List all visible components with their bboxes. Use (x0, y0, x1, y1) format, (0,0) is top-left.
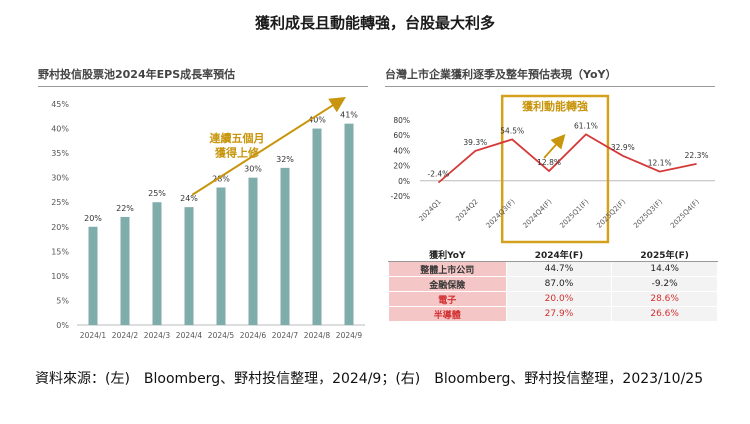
table-header-2025: 2025年(F) (611, 246, 718, 262)
x-tick-label: 2024/7 (272, 331, 299, 340)
bar (152, 202, 162, 325)
earnings-yoy-table: 獲利YoY 2024年(F) 2025年(F) 整體上市公司 44.7% 14.… (388, 246, 718, 322)
data-label: -2.4% (428, 170, 450, 179)
row-value-2024: 44.7% (505, 261, 613, 277)
data-label: 12.8% (537, 158, 561, 167)
bar-data-label: 32% (276, 155, 294, 164)
x-tick-label: 2024/4 (176, 331, 203, 340)
x-tick-label: 2025Q2(F) (595, 198, 627, 230)
y-tick-label: 0% (56, 321, 69, 330)
y-tick-label: 15% (51, 247, 69, 256)
bar (248, 177, 258, 325)
bar-data-label: 22% (116, 204, 134, 213)
row-value-2025: 28.6% (611, 291, 718, 307)
bar (216, 187, 226, 325)
x-tick-label: 2025Q3(F) (632, 198, 664, 230)
bar-data-label: 30% (244, 165, 262, 174)
line-chart-title: 台灣上市企業獲利逐季及整年預估表現（YoY） (385, 68, 617, 81)
row-label: 半導體 (388, 306, 507, 322)
y-tick-label: -20% (391, 192, 410, 201)
line-chart-title-divider (385, 86, 715, 87)
x-tick-label: 2025Q4(F) (669, 198, 701, 230)
data-label: 22.3% (685, 151, 709, 160)
y-tick-label: 10% (51, 272, 69, 281)
data-label: 32.9% (611, 143, 635, 152)
earnings-yoy-line-chart: -20% 0% 20% 40% 60% 80% 獲利動能轉強 -2.4% 2024Q1 39.3%… (391, 94, 715, 244)
annotation-line-2: 獲得上修 (215, 146, 260, 160)
y-tick-label: 0% (398, 177, 410, 186)
y-tick-label: 40% (393, 146, 410, 155)
bar (312, 128, 322, 325)
y-tick-label: 5% (56, 296, 69, 305)
y-tick-label: 30% (51, 174, 69, 183)
row-value-2025: 26.6% (611, 306, 718, 322)
bar-data-label: 28% (212, 174, 230, 183)
bar-data-label: 20% (84, 214, 102, 223)
x-tick-label: 2024Q2 (454, 198, 479, 223)
y-tick-label: 60% (393, 131, 410, 140)
series-line (437, 133, 697, 184)
table-row: 整體上市公司 44.7% 14.4% (388, 261, 718, 277)
x-tick-label: 2024/5 (208, 331, 235, 340)
bar (184, 207, 194, 325)
x-tick-label: 2024/9 (336, 331, 363, 340)
bar-chart-title: 野村投信股票池2024年EPS成長率預估 (38, 68, 236, 81)
eps-growth-bar-chart: 0% 5% 10% 15% 20% 25% 30% 35% 40% 45% 20% 2024/1 22%… (51, 96, 365, 340)
bar-data-label: 24% (180, 194, 198, 203)
x-tick-label: 2024/8 (304, 331, 331, 340)
bar (280, 167, 290, 325)
data-label: 54.5% (500, 126, 524, 135)
page-title: 獲利成長且動能轉強，台股最大利多 (254, 14, 495, 32)
source-note: 資料來源：(左) Bloomberg、野村投信整理，2024/9；(右) Blo… (35, 371, 704, 387)
row-value-2025: -9.2% (611, 276, 718, 292)
bar-data-label: 25% (148, 189, 166, 198)
table-row: 金融保險 87.0% -9.2% (388, 276, 718, 292)
row-value-2024: 27.9% (505, 306, 613, 322)
table-row: 電子 20.0% 28.6% (388, 291, 718, 307)
bar-data-label: 41% (340, 111, 358, 120)
row-label: 電子 (388, 291, 507, 307)
data-label: 39.3% (463, 138, 487, 147)
bar-data-label: 40% (308, 116, 326, 125)
table-header-row: 獲利YoY 2024年(F) 2025年(F) (388, 246, 718, 262)
highlight-annotation: 獲利動能轉強 (522, 99, 588, 113)
x-tick-label: 2024/1 (80, 331, 107, 340)
x-tick-label: 2024Q3(F) (485, 198, 517, 230)
highlight-arrow (543, 134, 566, 159)
x-tick-label: 2025Q1(F) (558, 198, 590, 230)
y-tick-label: 80% (393, 116, 410, 125)
x-tick-label: 2024Q1 (418, 198, 443, 223)
y-tick-label: 45% (51, 100, 69, 109)
x-tick-label: 2024/6 (240, 331, 267, 340)
x-tick-label: 2024/2 (112, 331, 139, 340)
trend-arrow (191, 96, 346, 196)
y-tick-label: 20% (393, 162, 410, 171)
highlight-box (500, 94, 610, 244)
row-value-2025: 14.4% (611, 261, 718, 277)
row-label: 整體上市公司 (388, 261, 507, 277)
y-tick-label: 25% (51, 198, 69, 207)
annotation-line-1: 連續五個月 (210, 131, 265, 145)
bar (344, 123, 354, 325)
data-label: 61.1% (574, 121, 598, 130)
row-label: 金融保險 (388, 276, 507, 292)
table-header-2024: 2024年(F) (505, 246, 613, 262)
bar (88, 226, 98, 325)
y-tick-label: 20% (51, 223, 69, 232)
table-row: 半導體 27.9% 26.6% (388, 306, 718, 322)
row-value-2024: 87.0% (505, 276, 613, 292)
x-tick-label: 2024/3 (144, 331, 171, 340)
data-label: 12.1% (648, 159, 672, 168)
y-tick-label: 40% (51, 125, 69, 134)
bar (120, 216, 130, 325)
bar-chart-title-divider (38, 86, 368, 87)
x-tick-label: 2024Q4(F) (521, 198, 553, 230)
table-header-label: 獲利YoY (388, 246, 507, 262)
row-value-2024: 20.0% (505, 291, 613, 307)
y-tick-label: 35% (51, 149, 69, 158)
